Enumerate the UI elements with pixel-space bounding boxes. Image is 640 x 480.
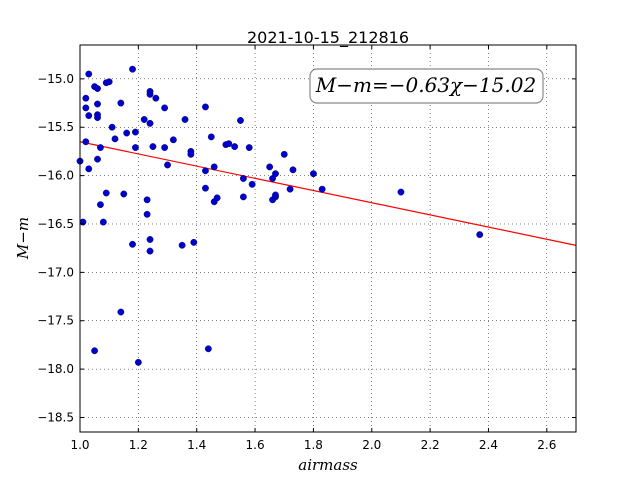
data-point xyxy=(82,94,90,102)
data-point xyxy=(207,133,215,141)
data-point xyxy=(237,117,244,124)
data-point xyxy=(94,100,101,108)
data-point xyxy=(82,138,90,146)
data-point xyxy=(169,136,177,144)
data-point xyxy=(120,190,128,198)
data-point xyxy=(97,201,104,209)
y-tick-label: −16.0 xyxy=(37,169,74,183)
data-point xyxy=(123,129,131,137)
data-point xyxy=(239,193,247,201)
data-point xyxy=(108,123,116,131)
data-point xyxy=(99,218,107,226)
data-point xyxy=(245,144,253,151)
x-tick-label: 1.8 xyxy=(304,438,323,452)
data-point xyxy=(225,140,233,148)
data-point xyxy=(94,85,101,92)
data-point xyxy=(85,165,93,173)
data-point xyxy=(272,191,279,199)
annotation-frame xyxy=(309,68,544,104)
y-tick-label: −16.5 xyxy=(37,217,74,231)
data-point xyxy=(213,194,221,202)
data-point xyxy=(146,247,154,255)
data-point xyxy=(286,185,294,193)
data-point xyxy=(102,189,110,197)
data-point xyxy=(248,180,256,188)
data-point xyxy=(397,188,405,196)
data-point xyxy=(202,167,209,175)
data-point xyxy=(190,238,198,246)
y-axis-label: M−m xyxy=(14,217,32,260)
y-tick-label: −18.5 xyxy=(37,410,74,424)
data-point xyxy=(280,150,288,158)
fit-equation-text: M−m=−0.63χ−15.02 xyxy=(315,73,536,97)
data-point xyxy=(149,143,157,150)
data-point xyxy=(91,347,98,355)
y-tick-label: −17.5 xyxy=(37,314,74,328)
y-tick-label: −15.5 xyxy=(37,120,74,134)
data-point xyxy=(239,175,247,182)
data-point xyxy=(132,144,139,151)
data-point xyxy=(476,231,484,239)
data-point xyxy=(117,99,125,107)
data-point xyxy=(143,196,151,204)
data-point xyxy=(105,78,113,86)
data-point xyxy=(318,185,326,193)
x-tick-label: 1.0 xyxy=(70,438,89,452)
data-point xyxy=(94,155,101,163)
x-tick-label: 2.4 xyxy=(479,438,498,452)
data-point xyxy=(146,236,154,243)
data-point xyxy=(111,135,119,143)
chart-title: 2021-10-15_212816 xyxy=(247,28,409,48)
fit-annotation-box: M−m=−0.63χ−15.02 xyxy=(309,68,544,104)
data-point xyxy=(140,116,148,123)
data-point xyxy=(187,150,195,158)
x-tick-label: 2.0 xyxy=(362,438,381,452)
data-point xyxy=(146,119,154,127)
data-point xyxy=(146,90,154,98)
data-point xyxy=(143,210,151,218)
axis-ticks: 1.0 1.2 1.4 1.6 1.8 2.0 2.2 2.4 2.6 −15.0 −15.5 −16… xyxy=(37,45,576,452)
y-tick-label: −15.0 xyxy=(37,72,74,86)
data-point xyxy=(117,308,125,316)
data-point xyxy=(129,240,136,248)
x-tick-label: 1.6 xyxy=(246,438,265,452)
y-tick-label: −17.0 xyxy=(37,265,74,279)
data-point xyxy=(129,65,136,73)
data-point xyxy=(181,116,189,123)
x-tick-label: 1.2 xyxy=(129,438,148,452)
data-points xyxy=(76,65,484,366)
data-point xyxy=(97,144,104,151)
data-point xyxy=(178,241,186,249)
data-point xyxy=(266,163,274,171)
data-point xyxy=(210,163,218,171)
data-point xyxy=(161,104,169,112)
data-point xyxy=(204,345,212,353)
data-point xyxy=(164,161,171,169)
data-point xyxy=(85,112,93,120)
data-point xyxy=(152,94,160,102)
data-point xyxy=(310,170,317,178)
data-point xyxy=(161,144,169,151)
x-tick-label: 2.2 xyxy=(421,438,440,452)
fit-line-group xyxy=(79,141,577,246)
x-axis-label: airmass xyxy=(298,456,358,474)
fit-line xyxy=(79,141,577,246)
data-point xyxy=(272,170,279,178)
data-point xyxy=(202,103,209,111)
x-tick-label: 1.4 xyxy=(187,438,206,452)
data-point xyxy=(82,104,90,112)
plot-area-frame xyxy=(79,44,577,433)
x-tick-label: 2.6 xyxy=(537,438,556,452)
data-point xyxy=(134,358,142,366)
data-point xyxy=(94,114,101,121)
data-point xyxy=(202,184,209,192)
data-point xyxy=(132,128,139,136)
y-tick-label: −18.0 xyxy=(37,362,74,376)
data-point xyxy=(231,143,239,150)
data-point xyxy=(289,166,297,174)
data-point xyxy=(85,70,93,78)
